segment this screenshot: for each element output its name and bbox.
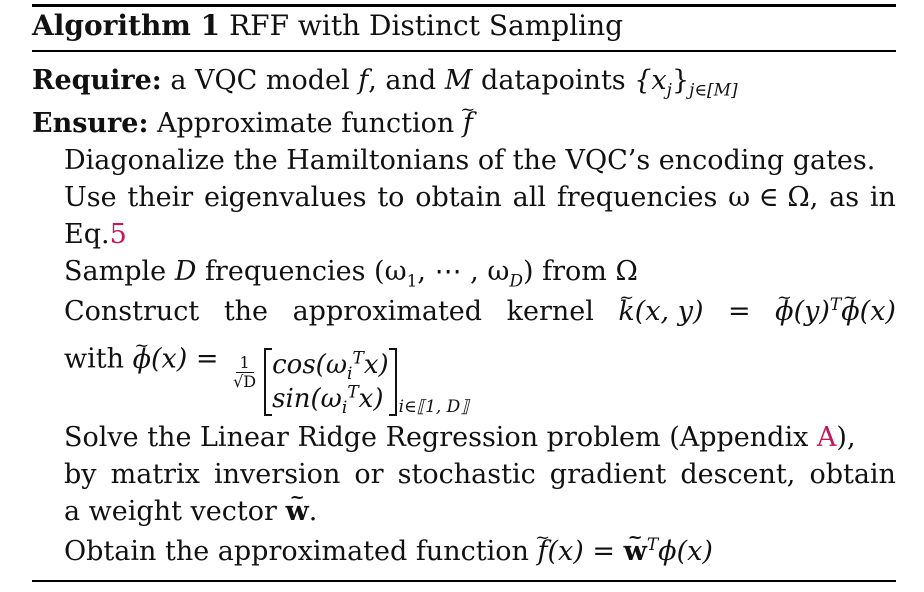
step-solve: Solve the Linear Ridge Regression proble… [64, 421, 856, 455]
require-set-index: j∈[M] [689, 80, 738, 101]
eigen-word-1: their [127, 182, 194, 213]
step-weight: a weight vector w. [64, 495, 317, 529]
weight-suffix: . [308, 496, 318, 527]
step-eigenvalues-cont: Eq.5 [64, 218, 127, 252]
require-and: , and [368, 65, 437, 96]
solve-cont-word-3: or [354, 459, 384, 490]
title-rule [32, 50, 896, 52]
step-diagonalize: Diagonalize the Hamiltonians of the VQC’… [64, 144, 875, 178]
frac-num: 1 [235, 353, 254, 373]
step-eigenvalues: Use their eigenvalues to obtain all frequencie… [64, 181, 896, 215]
require-f: f [358, 65, 369, 96]
solve-prefix: Solve the Linear Ridge Regression proble… [64, 422, 809, 453]
eigen-word-3: to [377, 182, 405, 213]
construct-word-3: kernel [506, 296, 594, 327]
kernel-phi-x: (x) [859, 296, 896, 327]
solve-cont-word-2: inversion [214, 459, 341, 490]
ensure-f: f [463, 107, 473, 141]
appendix-ref-link[interactable]: A [816, 422, 837, 453]
solve-cont-word-4: stochastic [397, 459, 536, 490]
obtain-w: w [624, 535, 647, 569]
eigen-word-0: Use [64, 182, 117, 213]
kernel-expr: k(x, y) [618, 295, 703, 329]
frac-den: √D [233, 371, 257, 391]
ensure-text: Approximate function [157, 108, 455, 139]
require-set-close: } [671, 65, 690, 96]
construct-word-1: the [223, 296, 269, 327]
algorithm-title: Algorithm 1 RFF with Distinct Sampling [32, 9, 623, 43]
require-keyword: Require: [32, 65, 162, 96]
solve-cont-word-6: descent, [680, 459, 796, 490]
solve-cont-word-1: matrix [110, 459, 200, 490]
ensure-keyword: Ensure: [32, 108, 149, 139]
construct-word-0: Construct [64, 296, 200, 327]
matrix-row-cos: cos(ωiTx) [272, 348, 389, 385]
algorithm-label: Algorithm 1 [32, 9, 221, 42]
feature-phi: ϕ [133, 343, 151, 377]
sample-subD: D [509, 271, 523, 292]
solve-cont-word-5: gradient [549, 459, 667, 490]
feature-phi-x: (x) = [151, 343, 219, 375]
matrix-bracket: cos(ωiTx) sin(ωiTx) [264, 348, 397, 419]
top-rule [32, 4, 896, 7]
require-M: M [444, 65, 473, 96]
obtain-eq: (x) = [547, 536, 615, 567]
require-set: {x [634, 65, 667, 96]
eigen-word-9: in [869, 182, 896, 213]
require-datapoints: datapoints [481, 65, 626, 96]
matrix-index: i∈⟦1, D⟧ [398, 397, 469, 417]
bottom-rule [32, 580, 896, 582]
obtain-prefix: Obtain the approximated function [64, 536, 529, 567]
kernel-rhs: ϕ(y)Tϕ(x) [775, 295, 896, 329]
sample-mid: frequencies (ω [204, 256, 407, 287]
kernel-T: T [829, 295, 842, 315]
kernel-phi-y: (y) [793, 296, 830, 327]
require-line: Require: a VQC model f, and M datapoints… [32, 64, 738, 101]
sample-D: D [174, 256, 197, 287]
solve-cont-word-7: obtain [809, 459, 896, 490]
solve-suffix: ), [836, 422, 856, 453]
with-word: with [64, 343, 124, 375]
eigen-word-6: frequencies [556, 182, 718, 213]
step-solve-cont: by matrix inversion or stochastic gradient des… [64, 458, 896, 492]
sample-prefix: Sample [64, 256, 167, 287]
eigen-word-8: as [829, 182, 860, 213]
frac: 1 √D [231, 353, 258, 391]
eq-ref-link[interactable]: 5 [109, 219, 127, 250]
eigen-word-4: obtain [415, 182, 502, 213]
step-construct: Construct the approximated kernel k(x, y) =… [64, 295, 896, 329]
kernel-phi-2: ϕ [841, 295, 859, 329]
kernel-args: (x, y) [634, 296, 704, 327]
obtain-phi: ϕ(x) [658, 536, 713, 567]
step-sample: Sample D frequencies (ω1, ⋯ , ωD) from Ω [64, 255, 638, 292]
kernel-eq: = [728, 296, 751, 327]
algorithm-name: RFF with Distinct Sampling [229, 9, 624, 42]
obtain-T: T [646, 535, 659, 555]
feature-matrix: 1 √D cos(ωiTx) sin(ωiTx) i∈⟦1, D⟧ [227, 348, 469, 419]
sample-dots: , ⋯ , ω [417, 256, 510, 287]
kernel-phi-1: ϕ [775, 295, 793, 329]
eq-prefix: Eq. [64, 219, 110, 250]
weight-vector: w [285, 495, 308, 529]
require-text-1: a VQC model [170, 65, 350, 96]
kernel-k: k [618, 295, 634, 329]
ensure-line: Ensure: Approximate function f [32, 107, 473, 141]
weight-prefix: a weight vector [64, 496, 277, 527]
sample-sub1: 1 [406, 271, 418, 292]
construct-word-2: approximated [292, 296, 483, 327]
require-set-sub: j [666, 80, 672, 101]
eigen-word-5: all [512, 182, 546, 213]
eigen-word-2: eigenvalues [204, 182, 367, 213]
step-obtain: Obtain the approximated function f(x) = … [64, 535, 713, 569]
eigen-word-7: ω ∈ Ω, [728, 182, 819, 213]
matrix-row-sin: sin(ωiTx) [272, 382, 384, 419]
obtain-f: f [537, 535, 547, 569]
step-diagonalize-text: Diagonalize the Hamiltonians of the VQC’… [64, 145, 876, 176]
step-feature-map: with ϕ(x) = 1 √D cos(ωiTx) sin(ωiTx) i∈⟦… [64, 338, 469, 418]
solve-cont-word-0: by [64, 459, 97, 490]
